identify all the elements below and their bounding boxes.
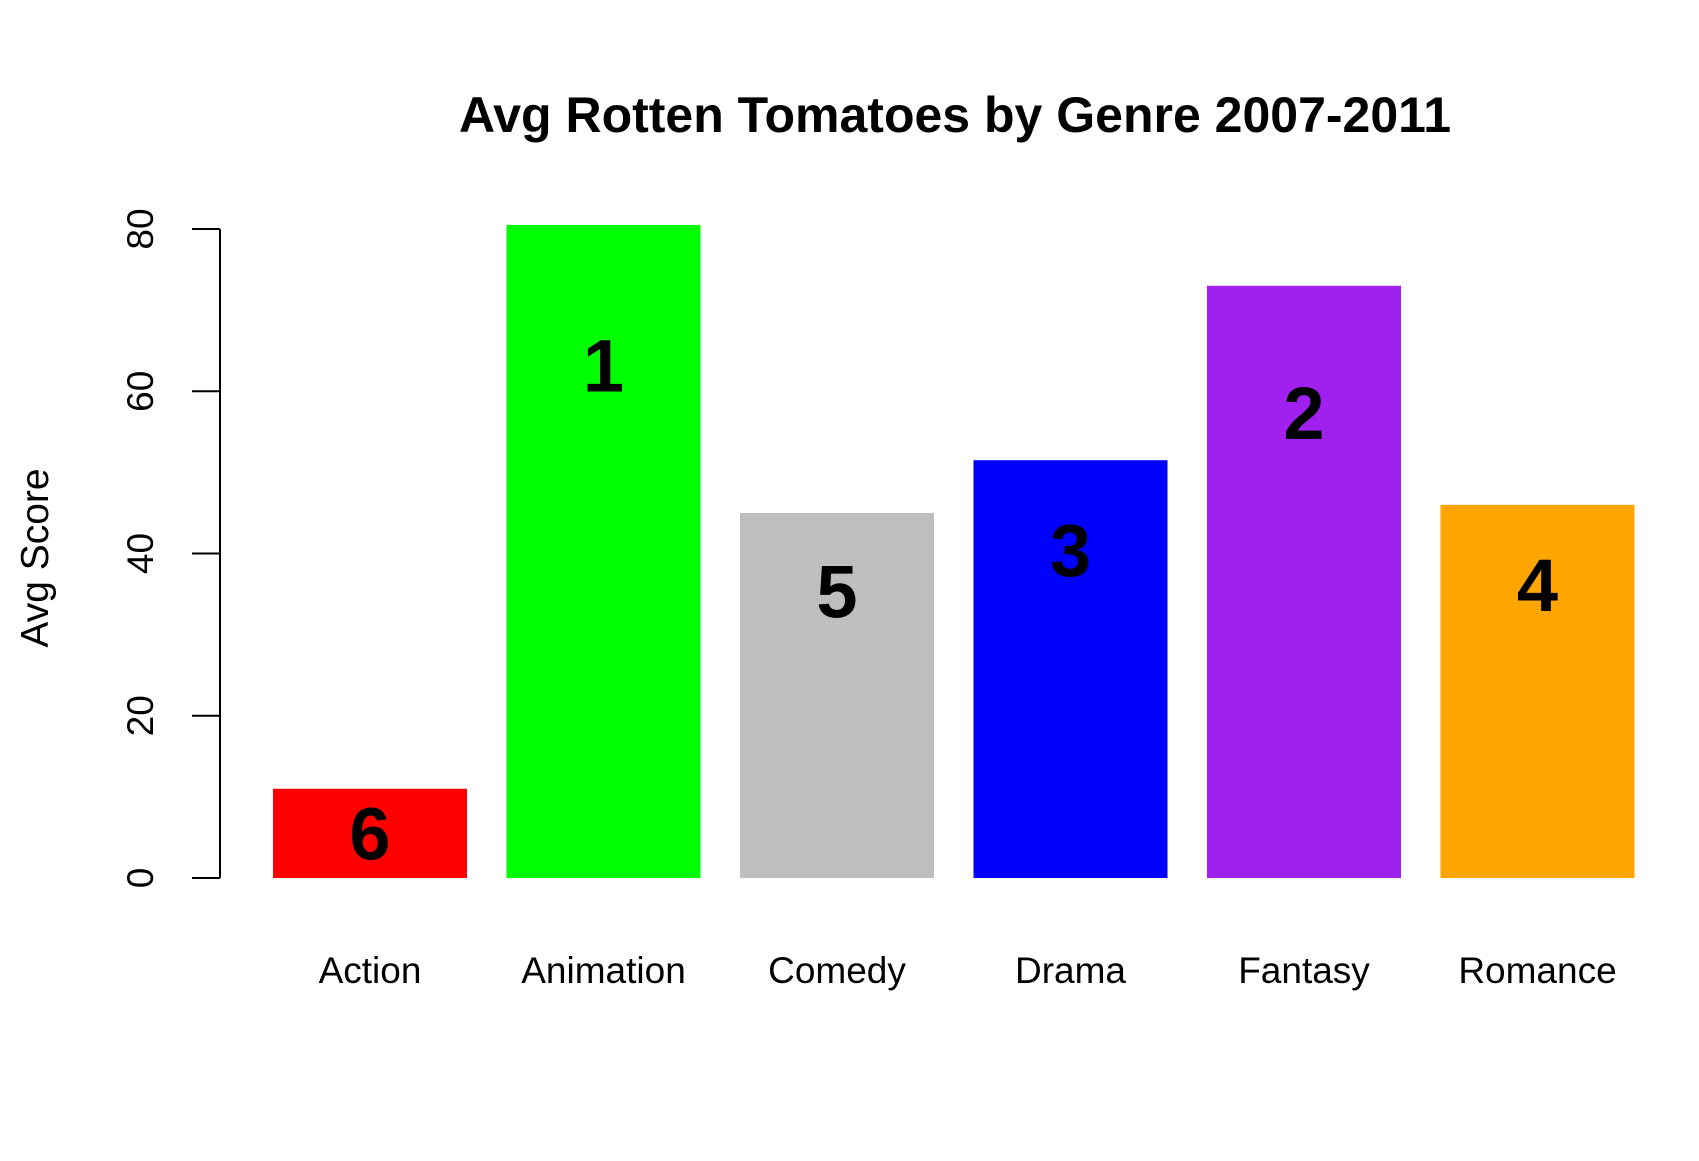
y-tick-label: 60 <box>120 371 161 412</box>
x-category-label: Romance <box>1458 950 1616 991</box>
bar-data-label: 1 <box>583 324 624 407</box>
y-tick-label: 40 <box>120 533 161 574</box>
bar-data-label: 4 <box>1517 544 1558 627</box>
bar-fantasy <box>1207 285 1401 879</box>
x-category-label: Fantasy <box>1238 950 1370 991</box>
x-category-label: Action <box>319 950 422 991</box>
x-category-label: Drama <box>1015 950 1126 991</box>
bar-romance <box>1440 504 1635 878</box>
bar-data-label: 3 <box>1050 509 1091 592</box>
y-axis: 0 20 40 60 80 <box>120 208 221 889</box>
bar-drama <box>973 460 1168 878</box>
y-axis-label: Avg Score <box>14 468 57 647</box>
bars-group: 6 1 5 3 2 4 <box>273 224 1635 879</box>
bar-action <box>273 788 467 878</box>
y-tick-label: 80 <box>120 208 161 249</box>
bar-animation <box>506 224 701 879</box>
x-category-label: Animation <box>521 950 686 991</box>
x-axis-labels: Action Animation Comedy Drama Fantasy Romance <box>319 950 1617 991</box>
bar-data-label: 6 <box>349 792 390 875</box>
y-tick-label: 20 <box>120 695 161 736</box>
bar-data-label: 2 <box>1283 372 1324 455</box>
x-category-label: Comedy <box>768 950 906 991</box>
y-tick-label: 0 <box>120 868 161 889</box>
bar-comedy <box>740 512 934 878</box>
bar-data-label: 5 <box>816 550 857 633</box>
chart-title: Avg Rotten Tomatoes by Genre 2007-2011 <box>459 87 1451 143</box>
